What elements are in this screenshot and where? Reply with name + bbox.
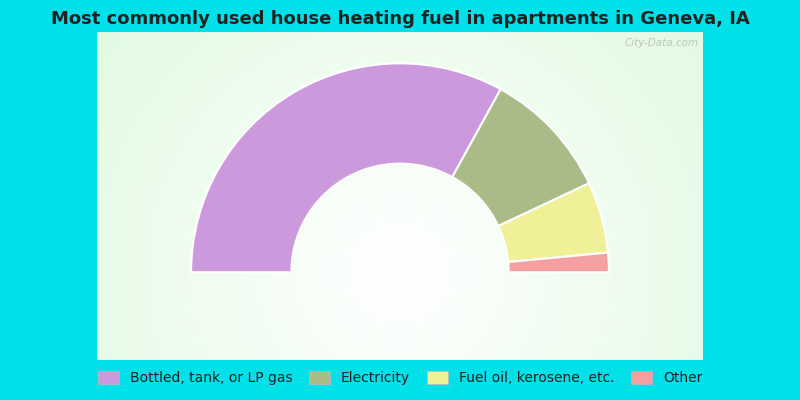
Text: Most commonly used house heating fuel in apartments in Geneva, IA: Most commonly used house heating fuel in…	[50, 10, 750, 28]
Wedge shape	[452, 89, 589, 226]
Legend: Bottled, tank, or LP gas, Electricity, Fuel oil, kerosene, etc., Other: Bottled, tank, or LP gas, Electricity, F…	[98, 371, 702, 385]
Wedge shape	[498, 183, 608, 262]
Text: City-Data.com: City-Data.com	[625, 38, 698, 48]
Wedge shape	[508, 252, 609, 272]
Wedge shape	[191, 63, 501, 272]
